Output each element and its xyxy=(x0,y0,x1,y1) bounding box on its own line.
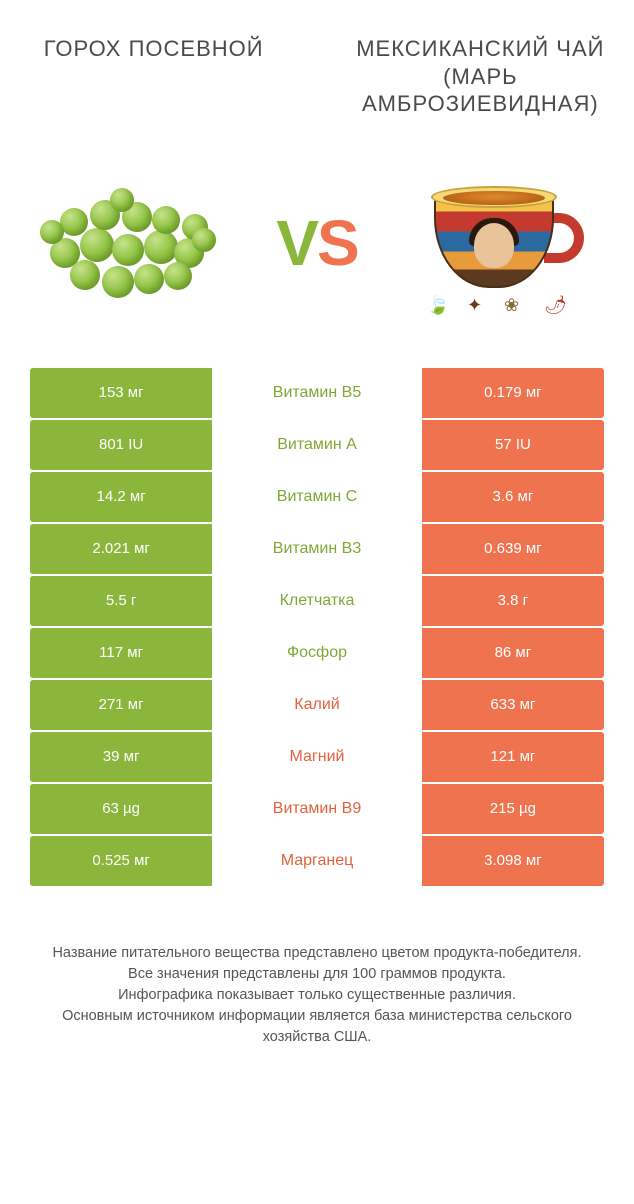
value-right: 633 мг xyxy=(422,680,604,730)
nutrient-label: Витамин A xyxy=(212,420,422,470)
value-left: 2.021 мг xyxy=(30,524,212,574)
nutrient-label: Клетчатка xyxy=(212,576,422,626)
table-row: 14.2 мгВитамин C3.6 мг xyxy=(30,472,604,522)
table-row: 271 мгКалий633 мг xyxy=(30,680,604,730)
value-left: 5.5 г xyxy=(30,576,212,626)
table-row: 63 µgВитамин B9215 µg xyxy=(30,784,604,834)
table-row: 801 IUВитамин A57 IU xyxy=(30,420,604,470)
footer-line: Инфографика показывает только существенн… xyxy=(30,985,604,1006)
value-right: 3.098 мг xyxy=(422,836,604,886)
nutrient-label: Магний xyxy=(212,732,422,782)
value-left: 63 µg xyxy=(30,784,212,834)
header: ГОРОХ ПОСЕВНОЙ МЕКСИКАНСКИЙ ЧАЙ (МАРЬ АМ… xyxy=(0,0,634,128)
footer-notes: Название питательного вещества представл… xyxy=(0,888,634,1048)
value-left: 801 IU xyxy=(30,420,212,470)
value-left: 14.2 мг xyxy=(30,472,212,522)
table-row: 0.525 мгМарганец3.098 мг xyxy=(30,836,604,886)
nutrient-label: Витамин B9 xyxy=(212,784,422,834)
footer-line: Название питательного вещества представл… xyxy=(30,943,604,964)
vs-v: V xyxy=(276,206,317,280)
table-row: 117 мгФосфор86 мг xyxy=(30,628,604,678)
value-right: 86 мг xyxy=(422,628,604,678)
table-row: 153 мгВитамин B50.179 мг xyxy=(30,368,604,418)
value-left: 39 мг xyxy=(30,732,212,782)
peas-illustration xyxy=(40,188,220,298)
title-left: ГОРОХ ПОСЕВНОЙ xyxy=(20,35,287,118)
nutrient-label: Витамин B3 xyxy=(212,524,422,574)
value-right: 57 IU xyxy=(422,420,604,470)
value-left: 0.525 мг xyxy=(30,836,212,886)
nutrient-label: Витамин B5 xyxy=(212,368,422,418)
nutrient-label: Марганец xyxy=(212,836,422,886)
footer-line: Основным источником информации является … xyxy=(30,1006,604,1048)
value-right: 121 мг xyxy=(422,732,604,782)
vs-s: S xyxy=(317,206,358,280)
value-right: 215 µg xyxy=(422,784,604,834)
value-left: 117 мг xyxy=(30,628,212,678)
value-right: 0.639 мг xyxy=(422,524,604,574)
value-right: 3.6 мг xyxy=(422,472,604,522)
title-right: МЕКСИКАНСКИЙ ЧАЙ (МАРЬ АМБРОЗИЕВИДНАЯ) xyxy=(347,35,614,118)
cup-illustration: 🍃 ✦ ❀ 🌶 xyxy=(419,168,589,318)
nutrient-label: Калий xyxy=(212,680,422,730)
comparison-table: 153 мгВитамин B50.179 мг801 IUВитамин A5… xyxy=(0,368,634,886)
nutrient-label: Фосфор xyxy=(212,628,422,678)
images-row: VS 🍃 ✦ ❀ 🌶 xyxy=(0,128,634,368)
image-right: 🍃 ✦ ❀ 🌶 xyxy=(404,158,604,328)
table-row: 39 мгМагний121 мг xyxy=(30,732,604,782)
value-right: 3.8 г xyxy=(422,576,604,626)
value-left: 153 мг xyxy=(30,368,212,418)
value-left: 271 мг xyxy=(30,680,212,730)
image-left xyxy=(30,158,230,328)
value-right: 0.179 мг xyxy=(422,368,604,418)
nutrient-label: Витамин C xyxy=(212,472,422,522)
footer-line: Все значения представлены для 100 граммо… xyxy=(30,964,604,985)
table-row: 5.5 гКлетчатка3.8 г xyxy=(30,576,604,626)
vs-label: VS xyxy=(276,206,357,280)
table-row: 2.021 мгВитамин B30.639 мг xyxy=(30,524,604,574)
